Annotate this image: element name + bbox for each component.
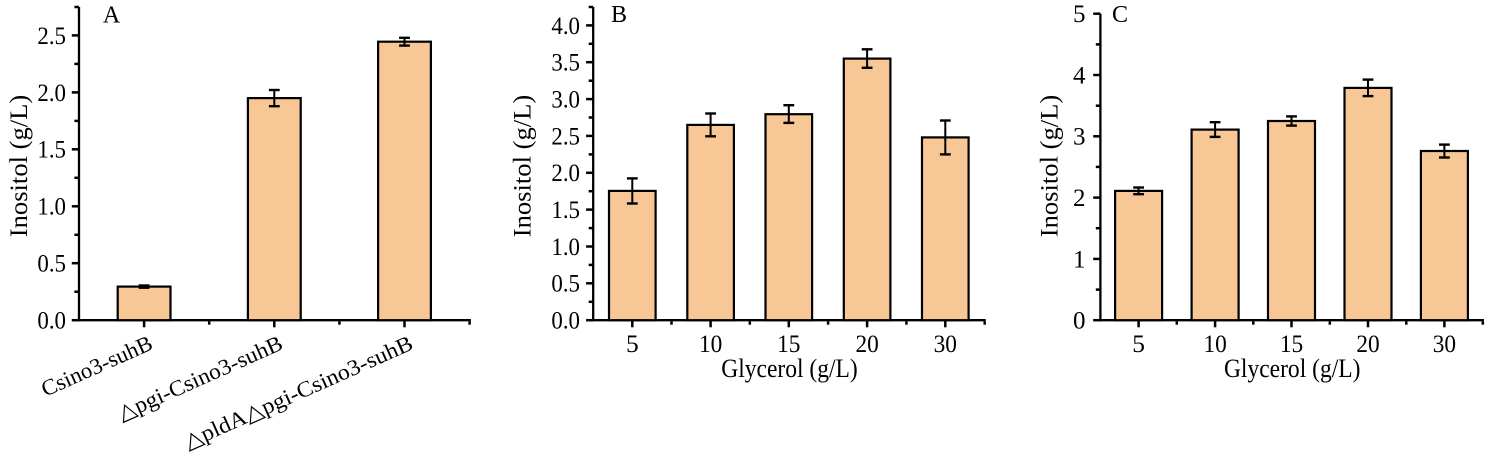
svg-text:3.5: 3.5 bbox=[551, 50, 580, 77]
svg-text:2.5: 2.5 bbox=[551, 123, 580, 150]
svg-text:20: 20 bbox=[855, 330, 878, 358]
svg-text:Glycerol (g/L): Glycerol (g/L) bbox=[1224, 354, 1361, 383]
svg-text:10: 10 bbox=[699, 330, 722, 358]
svg-text:1.0: 1.0 bbox=[37, 194, 66, 221]
svg-text:5: 5 bbox=[1132, 330, 1145, 358]
svg-text:3: 3 bbox=[1073, 124, 1086, 151]
svg-text:0.5: 0.5 bbox=[551, 271, 580, 298]
svg-text:2.5: 2.5 bbox=[37, 23, 66, 50]
svg-text:5: 5 bbox=[626, 330, 639, 358]
svg-text:15: 15 bbox=[777, 330, 800, 358]
svg-text:30: 30 bbox=[1433, 330, 1456, 358]
svg-text:20: 20 bbox=[1356, 330, 1379, 358]
svg-text:C: C bbox=[1112, 2, 1128, 28]
svg-text:0: 0 bbox=[1073, 308, 1086, 335]
svg-text:0.5: 0.5 bbox=[37, 251, 66, 278]
svg-text:15: 15 bbox=[1280, 330, 1303, 358]
svg-text:10: 10 bbox=[1203, 330, 1226, 358]
svg-text:A: A bbox=[103, 2, 121, 28]
svg-text:0.0: 0.0 bbox=[551, 308, 580, 335]
svg-text:1.5: 1.5 bbox=[551, 197, 580, 224]
svg-text:2.0: 2.0 bbox=[551, 160, 580, 187]
svg-text:Inositol (g/L): Inositol (g/L) bbox=[1037, 95, 1064, 238]
svg-text:1.0: 1.0 bbox=[551, 234, 580, 261]
svg-text:Inositol (g/L): Inositol (g/L) bbox=[510, 95, 537, 238]
svg-text:30: 30 bbox=[934, 330, 957, 358]
svg-text:1.5: 1.5 bbox=[37, 137, 66, 164]
svg-text:B: B bbox=[611, 2, 627, 28]
svg-text:3.0: 3.0 bbox=[551, 87, 580, 114]
svg-text:5: 5 bbox=[1073, 1, 1086, 28]
svg-text:2: 2 bbox=[1073, 185, 1086, 212]
svg-text:2.0: 2.0 bbox=[37, 80, 66, 107]
svg-text:Glycerol (g/L): Glycerol (g/L) bbox=[721, 354, 858, 383]
svg-text:4.0: 4.0 bbox=[551, 13, 580, 40]
svg-text:0.0: 0.0 bbox=[37, 308, 66, 335]
svg-text:1: 1 bbox=[1073, 246, 1086, 273]
svg-text:Inositol (g/L): Inositol (g/L) bbox=[6, 95, 33, 238]
svg-text:4: 4 bbox=[1073, 62, 1086, 89]
